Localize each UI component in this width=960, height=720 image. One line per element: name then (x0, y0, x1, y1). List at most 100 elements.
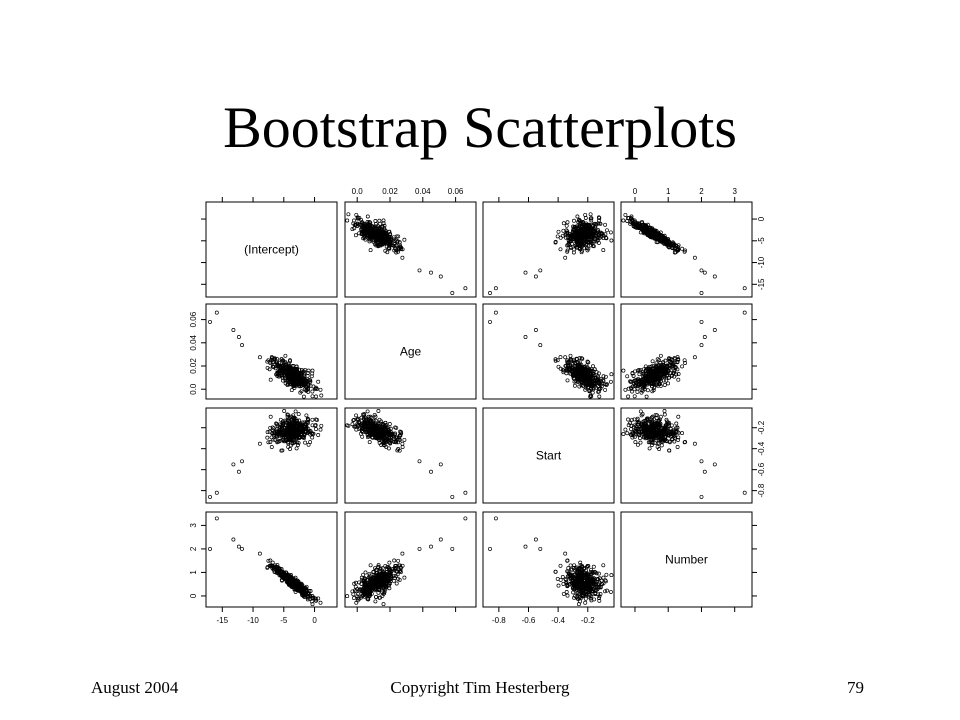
data-point (568, 353, 573, 358)
data-point (393, 439, 398, 444)
data-point (676, 372, 681, 376)
data-point (673, 245, 678, 250)
data-point (608, 230, 613, 235)
data-point (589, 235, 594, 240)
data-point (286, 434, 291, 439)
data-point (608, 589, 613, 594)
data-point (599, 377, 604, 381)
data-point (351, 418, 356, 423)
data-point (558, 247, 563, 252)
data-point (365, 435, 370, 440)
data-point (283, 353, 288, 358)
data-point (662, 409, 667, 413)
data-point (293, 409, 298, 414)
data-point (596, 240, 601, 245)
data-point (396, 234, 401, 239)
data-point (579, 356, 584, 361)
data-point (279, 357, 284, 362)
data-point (656, 377, 661, 382)
data-point (676, 243, 681, 248)
data-point (360, 231, 365, 236)
data-point (231, 462, 236, 467)
panel-start-vs-age (344, 407, 477, 504)
data-point (373, 599, 378, 604)
data-point (626, 417, 631, 422)
data-point (584, 371, 588, 376)
data-point (556, 229, 561, 234)
data-point (583, 227, 588, 232)
data-point (266, 440, 271, 445)
data-point (386, 426, 391, 431)
data-point (635, 389, 640, 394)
data-point (573, 243, 578, 248)
diagonal-label-intercept: (Intercept) (244, 243, 299, 257)
data-point (573, 235, 578, 240)
data-point (386, 229, 391, 234)
data-point (291, 434, 296, 439)
data-point (585, 235, 590, 239)
data-point (630, 218, 634, 223)
data-point (286, 412, 291, 417)
data-point (579, 225, 584, 229)
data-point (402, 437, 407, 442)
data-point (310, 389, 315, 394)
data-point (381, 422, 386, 427)
data-point (292, 378, 297, 383)
tick-label-left-number: 2 (189, 546, 198, 551)
data-point (365, 214, 370, 219)
data-point (625, 374, 630, 379)
data-point (556, 364, 561, 369)
data-point (623, 212, 628, 217)
data-point (566, 359, 571, 364)
data-point (299, 425, 304, 429)
data-point (662, 412, 667, 417)
panel-intercept-vs-number (620, 201, 753, 298)
panel-start-vs-number (620, 407, 753, 504)
data-point (588, 239, 593, 244)
data-point (640, 219, 644, 224)
data-point (563, 551, 568, 556)
data-point (373, 230, 378, 235)
data-point (629, 385, 633, 390)
data-point (372, 232, 377, 237)
data-point (488, 319, 492, 324)
slide-title: Bootstrap Scatterplots (223, 95, 737, 160)
data-point (644, 394, 649, 399)
data-point (659, 233, 663, 238)
data-point (553, 357, 558, 362)
data-point (269, 445, 274, 449)
data-point (292, 419, 297, 424)
data-point (362, 234, 366, 239)
data-point (208, 546, 212, 551)
data-point (628, 379, 633, 384)
data-point (282, 373, 287, 377)
data-point (742, 286, 747, 291)
data-point (661, 378, 666, 383)
data-point (383, 248, 388, 253)
data-point (585, 359, 590, 364)
data-point (388, 239, 393, 244)
tick-label-left-age: 0.06 (189, 311, 198, 327)
data-point (388, 440, 393, 445)
data-point (523, 544, 528, 549)
data-point (575, 226, 580, 231)
data-point (368, 563, 373, 568)
data-point (564, 231, 569, 236)
data-point (583, 596, 588, 601)
data-point (566, 242, 571, 247)
data-point (274, 434, 279, 439)
data-point (596, 371, 601, 376)
data-point (604, 383, 609, 387)
data-point (367, 440, 372, 445)
data-point (581, 219, 585, 224)
data-point (361, 572, 366, 577)
data-point (654, 382, 659, 387)
data-point (277, 363, 282, 368)
data-point (742, 310, 747, 315)
data-point (591, 364, 595, 369)
data-point (699, 291, 704, 295)
data-point (345, 594, 350, 599)
tick-label-top-number: 3 (732, 187, 737, 196)
data-point (299, 376, 304, 381)
data-point (579, 379, 584, 384)
